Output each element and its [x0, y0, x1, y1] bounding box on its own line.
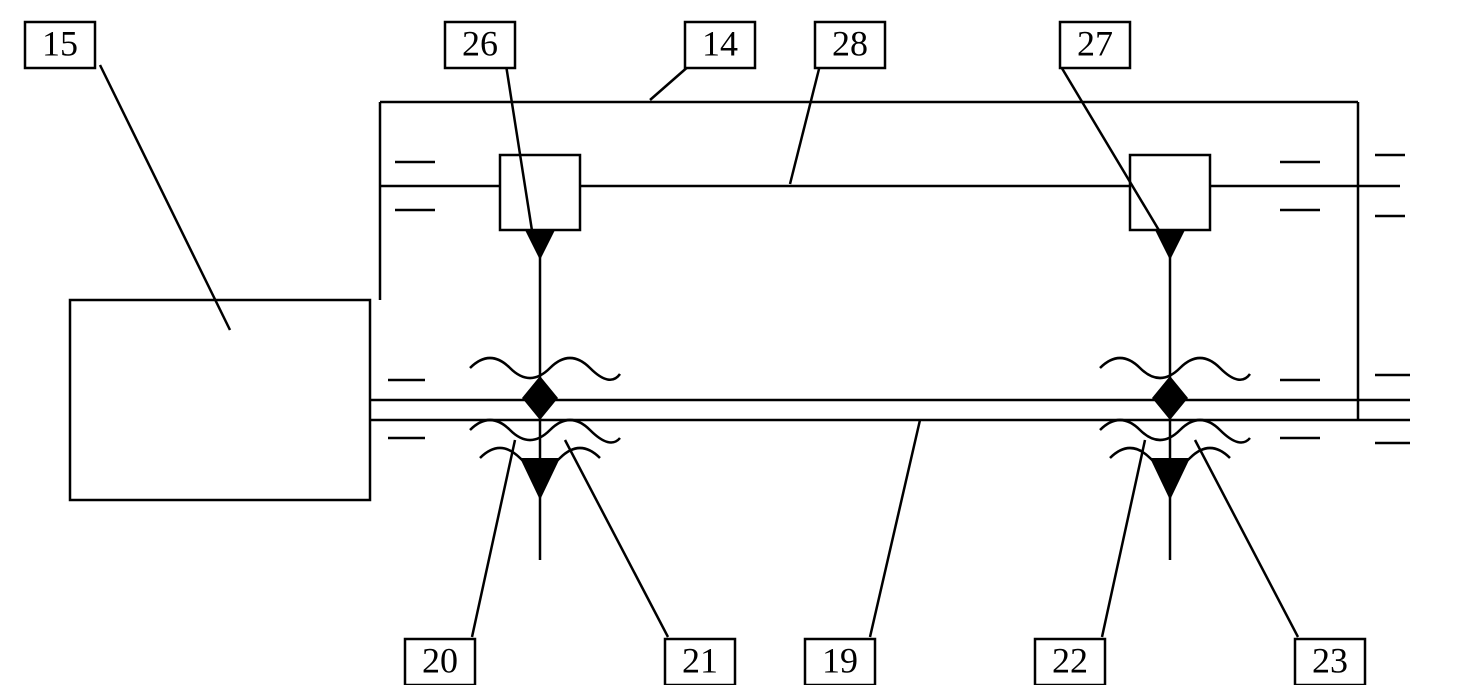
label-text-22: 22: [1052, 640, 1088, 680]
leader-27: [1060, 65, 1163, 237]
bearing-lower-far-right: [1375, 375, 1410, 443]
worm-group-left: [470, 230, 620, 560]
label-text-15: 15: [42, 23, 78, 63]
label-text-14: 14: [702, 23, 738, 63]
mechanical-diagram: 14 15 19 20 21 22 23 26 27 28: [0, 0, 1458, 685]
worm-group-right: [1100, 230, 1250, 560]
motor-box: [70, 300, 370, 500]
leader-22: [1102, 440, 1145, 637]
arrow-23: [1150, 458, 1190, 500]
box-27: [1130, 155, 1210, 230]
leader-19: [870, 420, 920, 637]
label-text-20: 20: [422, 640, 458, 680]
bearing-lower-right: [1280, 380, 1320, 438]
leader-lines: [100, 65, 1298, 637]
arrow-21: [520, 458, 560, 500]
label-text-27: 27: [1077, 23, 1113, 63]
label-text-21: 21: [682, 640, 718, 680]
label-text-26: 26: [462, 23, 498, 63]
bearing-lower-left: [388, 380, 425, 438]
leader-21: [565, 440, 668, 637]
leader-20: [472, 440, 515, 637]
label-text-23: 23: [1312, 640, 1348, 680]
leader-28: [790, 65, 820, 184]
leader-14: [650, 65, 690, 100]
label-text-28: 28: [832, 23, 868, 63]
leader-23: [1195, 440, 1298, 637]
box-26: [500, 155, 580, 230]
label-text-19: 19: [822, 640, 858, 680]
labels-group: 14 15 19 20 21 22 23 26 27 28: [25, 22, 1365, 685]
leader-15: [100, 65, 230, 330]
worm-diamond-20: [522, 376, 558, 420]
worm-diamond-22: [1152, 376, 1188, 420]
